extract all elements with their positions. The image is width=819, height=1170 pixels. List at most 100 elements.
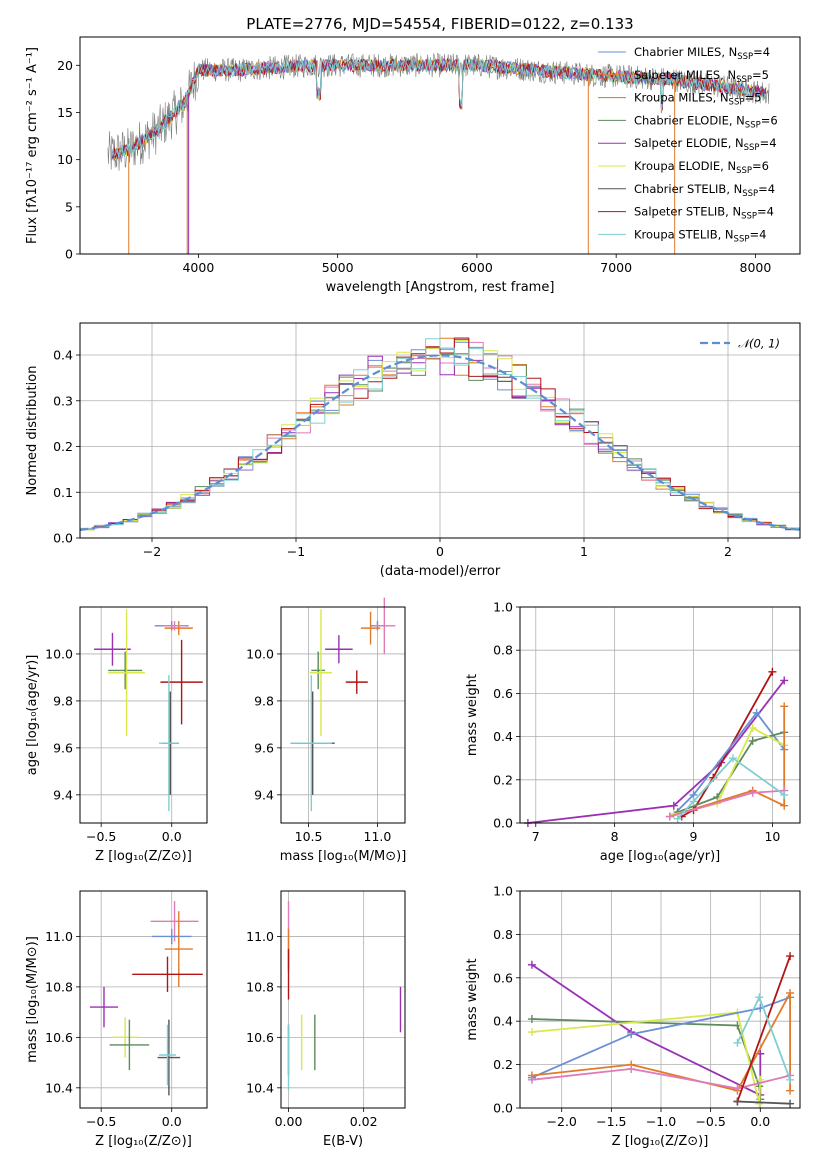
x-tick-label: −0.5	[695, 1114, 725, 1129]
legend-entry: Chabrier ELODIE, NSSP=6	[634, 113, 778, 130]
legend-entry: Salpeter MILES, NSSP=5	[634, 68, 769, 85]
data-point	[164, 621, 193, 636]
x-tick-label: 0	[436, 544, 444, 559]
weight-series-salpeter_stelib	[681, 671, 774, 818]
y-tick-label: 1.0	[493, 884, 513, 899]
data-point	[345, 670, 368, 694]
data-point	[150, 901, 199, 942]
weight-series-kroupa_stelib	[677, 757, 785, 820]
weight-marker	[786, 1075, 795, 1084]
data-point	[290, 675, 332, 812]
data-point	[108, 609, 145, 737]
y-tick-label: 10.6	[246, 1030, 274, 1045]
spectrum-model-kroupa_stelib	[111, 57, 767, 158]
y-tick-label: 20	[57, 58, 73, 73]
weight-series-chabrier_miles	[673, 711, 785, 816]
weight-marker	[780, 801, 789, 810]
weight-marker	[733, 1097, 742, 1106]
weight-marker	[728, 754, 737, 763]
weight-marker	[748, 788, 757, 797]
spectrum-legend: Chabrier MILES, NSSP=4 Salpeter MILES, NS…	[598, 45, 778, 244]
y-axis-label: mass [log₁₀(M/M⊙)]	[25, 936, 40, 1063]
x-axis-label: Z [log₁₀(Z/Z⊙)]	[95, 849, 192, 864]
weight-marker	[755, 993, 764, 1002]
data-point	[309, 609, 332, 737]
weight-marker	[627, 1064, 636, 1073]
x-tick-label: 0.0	[750, 1114, 770, 1129]
y-tick-label: 0.1	[53, 485, 73, 500]
weight-marker	[780, 790, 789, 799]
x-tick-label: 0.0	[162, 1114, 182, 1129]
weight-marker	[527, 1028, 536, 1037]
data-point	[159, 675, 179, 812]
data-point	[132, 956, 203, 992]
x-tick-label: 11.0	[364, 829, 392, 844]
y-axis-label: mass weight	[465, 958, 480, 1040]
weight-marker	[755, 1099, 764, 1108]
weight-marker	[786, 952, 795, 961]
data-point	[159, 1024, 176, 1086]
y-axis-label: age [log₁₀(age/yr)]	[25, 655, 40, 776]
x-axis-label: wavelength [Angstrom, rest frame]	[326, 280, 555, 295]
y-tick-label: 0.0	[493, 1101, 513, 1116]
x-tick-label: −2	[143, 544, 161, 559]
legend-entry: Salpeter STELIB, NSSP=4	[634, 205, 774, 222]
x-tick-label: 0.00	[275, 1114, 303, 1129]
weight-marker	[689, 797, 698, 806]
hist-steps	[80, 337, 800, 533]
x-tick-label: −2.0	[547, 1114, 577, 1129]
x-tick-label: 0.0	[162, 829, 182, 844]
weight-marker	[780, 702, 789, 711]
data-point	[94, 632, 131, 666]
y-tick-label: 1.0	[493, 600, 513, 615]
y-tick-label: 0.0	[53, 531, 73, 546]
x-tick-label: −1.0	[646, 1114, 676, 1129]
y-tick-label: 0.8	[493, 927, 513, 942]
y-tick-label: 9.8	[254, 693, 274, 708]
plot-frame	[519, 890, 801, 1109]
x-axis-label: E(B-V)	[323, 1134, 363, 1149]
y-tick-label: 11.0	[246, 929, 274, 944]
data-point	[325, 635, 353, 664]
figure-title: PLATE=2776, MJD=54554, FIBERID=0122, z=0…	[246, 15, 633, 33]
data-point	[89, 986, 119, 1028]
spectrum-lines	[107, 52, 770, 254]
x-tick-label: −1.5	[596, 1114, 626, 1129]
weight-marker	[748, 723, 757, 732]
weight-series-salpeter_miles	[669, 706, 786, 818]
y-tick-label: 0.4	[53, 348, 73, 363]
data-point	[157, 1019, 181, 1096]
x-axis-label: mass [log₁₀(M/M⊙)]	[280, 849, 407, 864]
y-tick-label: 0.4	[493, 1014, 513, 1029]
y-tick-label: 10.0	[45, 646, 73, 661]
x-tick-label: 7000	[600, 260, 632, 275]
y-tick-label: 0.2	[493, 1057, 513, 1072]
plot-frame	[519, 606, 801, 824]
data-point	[160, 639, 203, 725]
data-point	[311, 651, 326, 690]
y-axis-label: mass weight	[465, 674, 480, 756]
data-point	[163, 621, 186, 631]
y-tick-label: 0.2	[53, 439, 73, 454]
weight-series-kroupa_elodie	[531, 1011, 762, 1104]
y-axis-label: Normed distribution	[25, 366, 40, 496]
x-tick-label: 10.5	[295, 829, 323, 844]
y-tick-label: 5	[65, 199, 73, 214]
y-tick-label: 9.6	[254, 740, 274, 755]
data-point	[151, 928, 192, 944]
y-tick-label: 9.8	[53, 693, 73, 708]
x-tick-label: 2	[724, 544, 732, 559]
x-tick-label: 1	[580, 544, 588, 559]
y-tick-label: 0.2	[493, 772, 513, 787]
x-axis-label: (data-model)/error	[380, 564, 501, 579]
plot-frame	[79, 890, 208, 1109]
plot-frame	[79, 606, 208, 824]
weight-marker	[748, 736, 757, 745]
x-axis-label: Z [log₁₀(Z/Z⊙)]	[612, 1134, 709, 1149]
weight-marker	[527, 1015, 536, 1024]
y-tick-label: 15	[57, 105, 73, 120]
y-tick-label: 10	[57, 152, 73, 167]
legend-entry: Kroupa MILES, NSSP=5	[634, 91, 761, 108]
x-axis-label: age [log₁₀(age/yr)]	[600, 849, 721, 864]
data-point	[108, 651, 143, 690]
